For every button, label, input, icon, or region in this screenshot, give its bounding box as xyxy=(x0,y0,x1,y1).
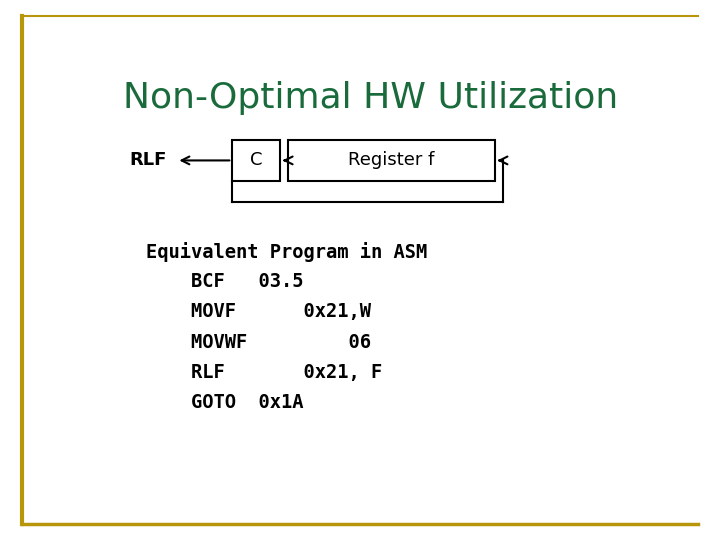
Text: GOTO  0x1A: GOTO 0x1A xyxy=(145,393,303,412)
Text: MOVWF         06: MOVWF 06 xyxy=(145,333,371,352)
Text: RLF       0x21, F: RLF 0x21, F xyxy=(145,363,382,382)
Text: BCF   03.5: BCF 03.5 xyxy=(145,272,303,291)
Text: RLF: RLF xyxy=(129,151,166,170)
Text: Equivalent Program in ASM: Equivalent Program in ASM xyxy=(145,241,427,261)
Text: Non-Optimal HW Utilization: Non-Optimal HW Utilization xyxy=(124,82,618,116)
Text: MOVF      0x21,W: MOVF 0x21,W xyxy=(145,302,371,321)
Text: C: C xyxy=(250,151,262,170)
Bar xyxy=(288,140,495,181)
Text: Register f: Register f xyxy=(348,151,434,170)
Bar xyxy=(233,140,280,181)
